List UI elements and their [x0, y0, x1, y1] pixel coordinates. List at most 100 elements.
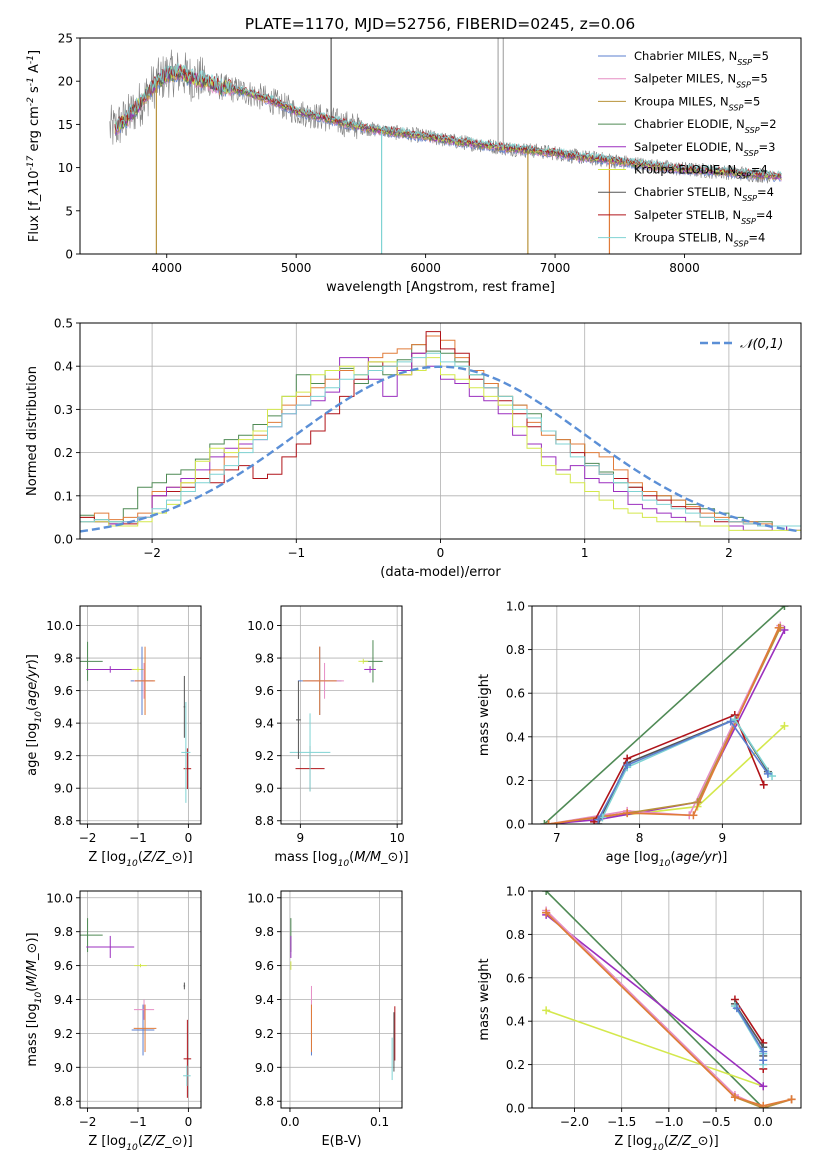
y-axis-label: Normed distribution	[25, 366, 40, 496]
y-tick-label: 10.0	[46, 891, 73, 905]
x-axis-label: Z [log10(Z/Z_⊙)]	[88, 1134, 192, 1153]
x-tick-label: 0.0	[280, 1115, 299, 1129]
y-tick-label: 1.0	[506, 600, 525, 614]
y-tick-label: 9.8	[255, 652, 274, 666]
y-axis-label: mass weight	[477, 958, 492, 1040]
weight-line	[548, 629, 786, 824]
errorbar-cross	[296, 680, 301, 759]
residual-legend: 𝒩(0,1)	[700, 337, 783, 352]
errorbar-cross	[183, 675, 186, 738]
legend-entry: Kroupa STELIB, NSSP=4	[634, 231, 765, 249]
y-tick-label: 10.0	[46, 619, 73, 633]
weight-marker	[763, 769, 772, 778]
weight-marker	[689, 811, 698, 820]
x-tick-label: 0	[185, 1115, 193, 1129]
y-tick-label: 0.6	[506, 971, 525, 985]
y-tick-label: 0.8	[506, 928, 525, 942]
axes-frame	[79, 890, 202, 1109]
errorbar-cross	[134, 646, 156, 715]
y-tick-label: 0.4	[506, 730, 525, 744]
y-tick-label: 8.8	[54, 1095, 73, 1109]
weight-line	[593, 713, 765, 823]
axes-age-vs-mass: 9 10 8.8 9.0 9.2 9.4 9.6 9.8 10.0 mass [log10(M/M…	[247, 605, 409, 869]
weight-marker	[759, 1056, 768, 1065]
x-tick-label: 8	[636, 831, 644, 845]
y-tick-label: 10	[58, 161, 73, 175]
residual-histogram	[80, 357, 801, 531]
y-tick-label: 0.2	[54, 446, 73, 460]
weight-line	[545, 891, 764, 1108]
x-tick-label: 9	[297, 831, 305, 845]
x-axis-label: (data-model)/error	[380, 565, 501, 580]
y-tick-label: 9.6	[54, 959, 73, 973]
grid	[281, 606, 402, 824]
weight-marker	[623, 809, 632, 818]
weight-marker	[542, 891, 551, 895]
y-tick-label: 8.8	[255, 1095, 274, 1109]
x-tick-label: −1	[129, 831, 147, 845]
errorbar-cross	[364, 666, 376, 673]
residual-histogram	[80, 352, 801, 527]
weight-marker	[732, 1004, 741, 1013]
x-tick-label: −2.0	[560, 1115, 589, 1129]
errorbar-cross	[133, 1004, 157, 1053]
weight-marker	[759, 780, 768, 789]
y-tick-label: 9.2	[255, 749, 274, 763]
errorbar-cross	[358, 658, 369, 664]
y-tick-label: 9.6	[255, 959, 274, 973]
errorbar-cross	[183, 748, 192, 790]
y-tick-label: 9.6	[255, 684, 274, 698]
x-tick-label: 1	[581, 546, 589, 560]
y-tick-label: 8.8	[255, 814, 274, 828]
axes-mass-vs-Z: −2 −1 0 8.8 9.0 9.2 9.4 9.6 9.8 10.0 Z [log10(Z/Z_…	[25, 890, 202, 1153]
weight-line	[545, 914, 764, 1087]
errorbar-cross	[133, 999, 155, 1020]
x-tick-label: 5000	[281, 261, 312, 275]
axes-weight-vs-age: 7 8 9 0.0 0.2 0.4 0.6 0.8 1.0 age [log10(age/yr)]…	[477, 600, 802, 869]
plot-area	[109, 38, 782, 254]
errorbar-cross	[302, 646, 337, 715]
x-tick-label: 6000	[410, 261, 441, 275]
errorbar-cross	[86, 666, 135, 673]
x-axis-label: E(B-V)	[321, 1134, 361, 1149]
x-tick-label: −0.5	[701, 1115, 730, 1129]
x-tick-label: −1	[287, 546, 305, 560]
y-tick-label: 9.0	[54, 782, 73, 796]
y-tick-label: 0.2	[506, 774, 525, 788]
figure-title: PLATE=1170, MJD=52756, FIBERID=0245, z=0…	[245, 15, 635, 33]
y-tick-label: 9.8	[255, 925, 274, 939]
y-tick-label: 25	[58, 32, 73, 46]
y-tick-label: 9.0	[255, 782, 274, 796]
errorbar-cross	[183, 1019, 192, 1098]
x-tick-label: 2	[725, 546, 733, 560]
axes-weight-vs-Z: −2.0 −1.5 −1.0 −0.5 0.0 0.0 0.2 0.4 0.6 0.8 1.0 Z […	[477, 885, 802, 1153]
legend-entry: Chabrier ELODIE, NSSP=2	[634, 117, 777, 135]
weight-marker	[759, 1047, 768, 1056]
legend-entry: Salpeter STELIB, NSSP=4	[634, 208, 773, 226]
legend-entry: 𝒩(0,1)	[740, 337, 783, 352]
y-axis-label: mass weight	[477, 674, 492, 756]
x-tick-label: 7000	[540, 261, 571, 275]
axes-spectrum: 4000 5000 6000 7000 8000 0 5 10 15 20 25 wavelength…	[26, 32, 802, 295]
axes-frame	[79, 37, 802, 255]
model-spectrum	[114, 63, 782, 177]
errorbar-cross	[183, 1065, 191, 1086]
legend-entry: Salpeter MILES, NSSP=5	[634, 72, 768, 90]
axes-residuals: −2 −1 0 1 2 0.0 0.1 0.2 0.3 0.4 0.5 (data-model)/er…	[25, 317, 802, 580]
y-tick-label: 0.3	[54, 403, 73, 417]
y-tick-label: 9.2	[54, 1027, 73, 1041]
x-axis-label: age [log10(age/yr)]	[606, 850, 728, 869]
x-tick-label: −2	[79, 1115, 97, 1129]
errorbar-cross	[131, 1004, 155, 1056]
x-tick-label: 4000	[151, 261, 182, 275]
axes-age-vs-Z: −2 −1 0 8.8 9.0 9.2 9.4 9.6 9.8 10.0 Z [log10(Z/Z_…	[25, 605, 202, 869]
y-tick-label: 9.0	[255, 1061, 274, 1075]
y-tick-label: 9.4	[255, 993, 274, 1007]
y-tick-label: 9.4	[255, 717, 274, 731]
errorbar-cross	[80, 918, 103, 953]
errorbar-cross	[183, 982, 186, 990]
y-tick-label: 0.0	[506, 1102, 525, 1116]
legend-entry: Chabrier STELIB, NSSP=4	[634, 185, 774, 203]
plot-area	[80, 641, 192, 803]
